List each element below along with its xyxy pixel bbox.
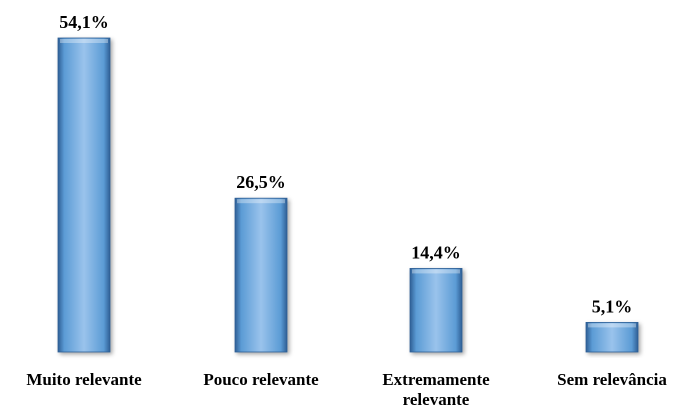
value-labels-layer: 54,1% 26,5% 14,4% 5,1% (59, 12, 632, 316)
category-label-line: Extremamente (382, 370, 490, 389)
bar-1 (234, 197, 288, 353)
bars-layer (57, 37, 639, 353)
bar-2 (409, 268, 463, 353)
category-label-3: Sem relevância (557, 370, 667, 389)
bar-3 (585, 321, 639, 353)
category-label-0: Muito relevante (26, 370, 142, 389)
category-label-line: Pouco relevante (203, 370, 319, 389)
category-label-1: Pouco relevante (203, 370, 319, 389)
category-label-2: Extremamente relevante (382, 370, 490, 409)
bar-0 (57, 37, 111, 353)
data-label-3: 5,1% (592, 296, 633, 316)
bar-bevel-2 (412, 269, 460, 274)
category-labels-layer: Muito relevante Pouco relevante Extremamen… (26, 370, 667, 409)
bar-bevel-3 (588, 323, 636, 328)
data-label-2: 14,4% (411, 242, 461, 262)
bar-bevel-0 (60, 39, 108, 43)
category-label-line: Sem relevância (557, 370, 667, 389)
data-label-0: 54,1% (59, 12, 109, 32)
data-label-1: 26,5% (236, 172, 286, 192)
bar-bevel-1 (237, 199, 285, 204)
category-label-line: Muito relevante (26, 370, 142, 389)
category-label-line: relevante (403, 390, 470, 409)
